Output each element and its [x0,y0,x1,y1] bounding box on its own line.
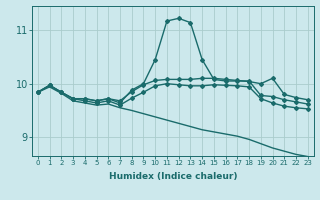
X-axis label: Humidex (Indice chaleur): Humidex (Indice chaleur) [108,172,237,181]
